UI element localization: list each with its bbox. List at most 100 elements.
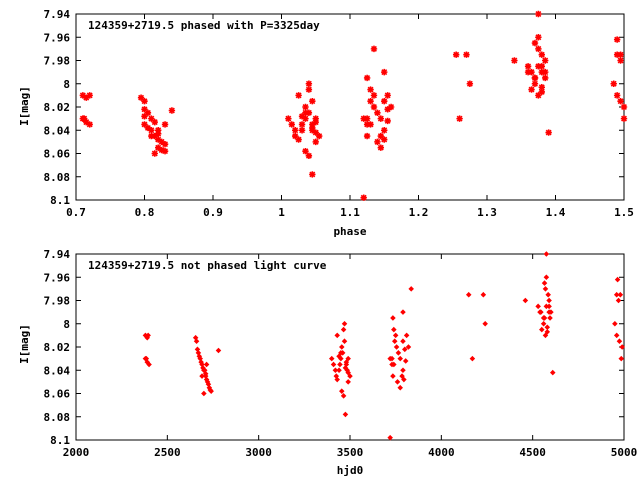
phased-data-point xyxy=(161,147,169,155)
phased-x-tick-label: 1.3 xyxy=(477,206,497,219)
phased-data-point xyxy=(312,138,319,146)
phased-data-point xyxy=(524,63,532,70)
unphased-data-point xyxy=(522,297,529,304)
phased-data-point xyxy=(312,115,319,122)
phased-x-tick-label: 1.2 xyxy=(409,206,429,219)
unphased-data-point xyxy=(393,344,400,350)
unphased-data-point xyxy=(336,353,342,360)
phased-data-point xyxy=(312,129,319,136)
phased-plot-frame xyxy=(75,13,625,201)
unphased-data-point xyxy=(546,297,552,304)
phased-data-point xyxy=(312,118,319,126)
unphased-data-point xyxy=(347,373,353,379)
unphased-y-tick-label: 8.02 xyxy=(44,341,71,354)
phased-y-tick-label: 7.98 xyxy=(44,55,71,68)
phased-data-point xyxy=(535,10,542,18)
phased-data-point xyxy=(374,138,381,146)
phased-data-point xyxy=(158,146,165,154)
phased-data-point xyxy=(285,115,292,122)
phased-data-point xyxy=(370,103,378,111)
phased-data-point xyxy=(288,121,295,128)
unphased-y-tick-label: 8 xyxy=(63,318,70,331)
unphased-data-point xyxy=(542,286,549,292)
phased-data-point xyxy=(83,118,90,126)
unphased-y-tick-label: 8.04 xyxy=(44,364,71,377)
phased-data-point xyxy=(363,74,371,82)
unphased-data-point xyxy=(339,344,345,350)
unphased-data-point xyxy=(405,344,412,350)
unphased-data-point xyxy=(199,373,205,379)
phased-data-point xyxy=(367,121,374,128)
unphased-data-point xyxy=(203,361,210,368)
phased-x-axis-label: phase xyxy=(333,225,366,238)
unphased-data-point xyxy=(465,291,472,298)
unphased-x-tick-label: 3000 xyxy=(245,446,272,459)
phased-data-point xyxy=(309,171,316,178)
unphased-data-point xyxy=(202,370,209,377)
phased-data-point xyxy=(617,97,624,105)
unphased-x-axis-label: hjd0 xyxy=(337,464,364,477)
unphased-y-tick-label: 7.96 xyxy=(44,271,71,284)
phased-data-point xyxy=(377,132,385,140)
unphased-data-point xyxy=(215,347,222,354)
phased-data-point xyxy=(466,80,474,87)
unphased-data-point xyxy=(402,358,409,364)
unphased-data-point xyxy=(397,355,403,362)
phased-data-point xyxy=(155,136,162,143)
phased-data-point xyxy=(292,132,299,140)
phased-data-point xyxy=(528,86,535,93)
phased-data-point xyxy=(363,121,371,128)
phased-x-tick-label: 1.1 xyxy=(340,206,360,219)
phased-y-tick-label: 8.1 xyxy=(50,194,70,207)
unphased-data-point xyxy=(469,355,476,362)
unphased-data-point xyxy=(337,361,343,368)
phased-y-tick-label: 7.96 xyxy=(44,31,71,44)
unphased-data-point xyxy=(545,291,551,298)
phased-data-point xyxy=(610,80,617,87)
unphased-data-point xyxy=(340,393,347,399)
phased-data-point xyxy=(535,63,542,70)
unphased-data-point xyxy=(402,346,408,353)
unphased-plot-title: 124359+2719.5 not phased light curve xyxy=(88,259,327,272)
unphased-y-tick-label: 8.06 xyxy=(44,388,71,401)
phased-data-point xyxy=(161,121,169,128)
phased-data-point xyxy=(298,127,306,134)
unphased-data-point xyxy=(482,320,488,327)
unphased-data-point xyxy=(397,384,403,391)
phased-data-point xyxy=(360,194,367,201)
phased-data-point xyxy=(620,103,628,111)
unphased-data-point xyxy=(342,411,349,418)
phased-data-point xyxy=(151,132,158,140)
unphased-data-point xyxy=(328,355,335,362)
unphased-y-axis-label: I[mag] xyxy=(18,324,31,364)
unphased-data-point xyxy=(612,320,618,327)
phased-data-point xyxy=(535,34,542,41)
unphased-data-point xyxy=(390,315,396,321)
phased-y-tick-label: 7.94 xyxy=(44,8,71,21)
unphased-data-point xyxy=(541,315,548,321)
unphased-data-point xyxy=(341,338,348,344)
unphased-data-point xyxy=(208,388,214,394)
phased-data-point xyxy=(83,94,90,101)
unphased-data-point xyxy=(336,367,342,374)
phased-data-point xyxy=(305,152,313,160)
unphased-data-point xyxy=(542,332,549,339)
phased-data-point xyxy=(531,80,539,87)
phased-data-point xyxy=(538,51,545,58)
phased-data-point xyxy=(538,68,545,76)
unphased-y-tick-label: 8.08 xyxy=(44,411,71,424)
phased-data-point xyxy=(148,127,155,134)
unphased-data-point xyxy=(334,376,340,383)
phased-x-tick-label: 0.7 xyxy=(66,206,86,219)
unphased-x-tick-label: 4000 xyxy=(428,446,455,459)
phased-data-point xyxy=(363,132,371,140)
unphased-data-point xyxy=(391,338,398,344)
unphased-data-point xyxy=(334,332,340,339)
unphased-data-point xyxy=(616,338,623,344)
phased-data-point xyxy=(151,118,158,126)
unphased-data-point xyxy=(332,367,339,374)
phased-data-point xyxy=(309,121,316,128)
phased-data-point xyxy=(384,117,391,125)
phased-y-tick-label: 8.02 xyxy=(44,101,71,114)
unphased-data-point xyxy=(615,297,622,304)
